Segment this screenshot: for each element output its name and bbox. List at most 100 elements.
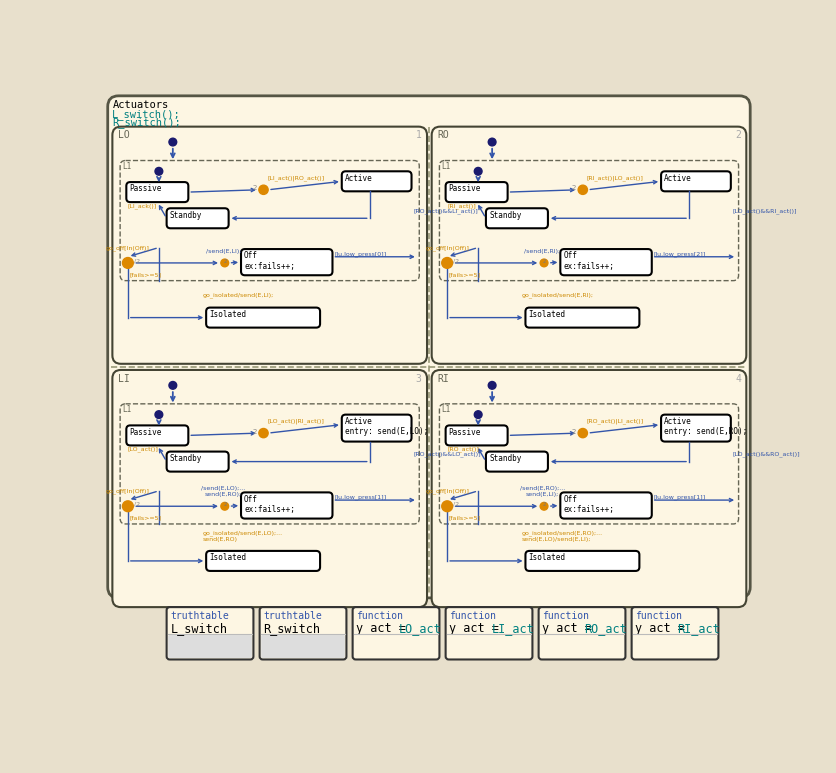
Text: [RO_act()]: [RO_act()] — [446, 446, 478, 452]
Text: [LO_act()&&RO_act()]: [LO_act()&&RO_act()] — [732, 451, 799, 458]
FancyBboxPatch shape — [525, 551, 639, 571]
Text: Standby: Standby — [170, 210, 201, 220]
FancyBboxPatch shape — [166, 208, 228, 228]
FancyBboxPatch shape — [538, 607, 624, 659]
Text: /send(E,LI);: /send(E,LI); — [206, 249, 241, 254]
Text: Off
ex:fails++;: Off ex:fails++; — [563, 251, 614, 271]
Text: go_isolated/send(E,RO);...
send(E,LO)/send(E,LI);: go_isolated/send(E,RO);... send(E,LO)/se… — [521, 530, 602, 542]
Text: Off
ex:fails++;: Off ex:fails++; — [244, 251, 294, 271]
FancyBboxPatch shape — [341, 172, 411, 192]
FancyBboxPatch shape — [261, 635, 344, 658]
FancyBboxPatch shape — [445, 182, 507, 202]
FancyBboxPatch shape — [241, 249, 332, 275]
Text: 4: 4 — [734, 374, 740, 384]
Text: 2: 2 — [571, 186, 576, 191]
Circle shape — [539, 502, 548, 510]
Circle shape — [122, 501, 133, 512]
Circle shape — [487, 382, 496, 390]
Text: 2: 2 — [252, 428, 257, 434]
Text: [fails>=5]: [fails>=5] — [130, 272, 161, 278]
FancyBboxPatch shape — [352, 607, 439, 659]
FancyBboxPatch shape — [660, 172, 730, 192]
Text: R_switch: R_switch — [263, 621, 320, 635]
Text: [LI_ack()]: [LI_ack()] — [128, 203, 157, 209]
Text: /send(E,LO);...
send(E,RO);: /send(E,LO);... send(E,RO); — [201, 486, 245, 497]
Circle shape — [221, 259, 228, 267]
Text: 2: 2 — [223, 259, 227, 264]
FancyBboxPatch shape — [431, 370, 746, 607]
Text: LO: LO — [118, 131, 130, 141]
Text: [fails>=5]: [fails>=5] — [448, 516, 480, 520]
FancyBboxPatch shape — [525, 308, 639, 328]
FancyBboxPatch shape — [166, 451, 228, 472]
Text: y_act =: y_act = — [542, 621, 599, 635]
Text: [fails>=5]: [fails>=5] — [448, 272, 480, 278]
FancyBboxPatch shape — [559, 249, 651, 275]
Text: L1: L1 — [441, 405, 451, 414]
Text: [LO_act()]: [LO_act()] — [128, 446, 159, 452]
Text: [RI_act()|LO_act()]: [RI_act()|LO_act()] — [586, 175, 643, 181]
Text: /2: /2 — [134, 502, 140, 506]
Text: go_isolated/send(E,RI);: go_isolated/send(E,RI); — [521, 293, 593, 298]
Text: RO_act: RO_act — [584, 621, 626, 635]
Text: function: function — [356, 611, 403, 621]
Circle shape — [221, 502, 228, 510]
FancyBboxPatch shape — [559, 492, 651, 519]
Text: 2: 2 — [571, 428, 576, 434]
Text: 2: 2 — [734, 131, 740, 141]
Circle shape — [155, 410, 162, 418]
Text: R_switch();: R_switch(); — [112, 117, 181, 128]
Circle shape — [578, 428, 587, 438]
FancyBboxPatch shape — [660, 414, 730, 441]
Text: Standby: Standby — [488, 210, 521, 220]
Text: function: function — [542, 611, 589, 621]
Text: Isolated: Isolated — [209, 553, 246, 562]
FancyBboxPatch shape — [631, 607, 717, 659]
Text: [lu.low_press[1]]: [lu.low_press[1]] — [653, 495, 705, 500]
Text: LI_act: LI_act — [491, 621, 533, 635]
FancyBboxPatch shape — [486, 451, 548, 472]
Text: /2: /2 — [134, 258, 140, 263]
Text: Passive: Passive — [448, 185, 481, 193]
FancyBboxPatch shape — [126, 182, 188, 202]
Text: go_off[In(Off)]: go_off[In(Off)] — [425, 489, 468, 494]
Text: Actuators: Actuators — [112, 100, 168, 111]
Text: L_switch: L_switch — [171, 621, 227, 635]
Circle shape — [258, 428, 268, 438]
Text: L_switch();: L_switch(); — [112, 109, 181, 120]
Circle shape — [474, 168, 482, 175]
Text: [RO_act()&&LO_act()]: [RO_act()&&LO_act()] — [413, 451, 480, 458]
Circle shape — [487, 138, 496, 146]
FancyBboxPatch shape — [168, 635, 252, 658]
Text: /send(E,RI);: /send(E,RI); — [524, 249, 560, 254]
Circle shape — [258, 186, 268, 194]
Text: [lu.low_press[2]]: [lu.low_press[2]] — [653, 251, 705, 257]
Text: 2: 2 — [252, 186, 257, 191]
Text: Off
ex:fails++;: Off ex:fails++; — [244, 495, 294, 514]
FancyBboxPatch shape — [112, 127, 426, 364]
Text: function: function — [449, 611, 496, 621]
Text: [lu.low_press[0]]: [lu.low_press[0]] — [334, 251, 385, 257]
FancyBboxPatch shape — [341, 414, 411, 441]
Text: [LO_act()&&RI_act()]: [LO_act()&&RI_act()] — [732, 208, 796, 214]
Text: Isolated: Isolated — [528, 553, 565, 562]
Text: Passive: Passive — [448, 427, 481, 437]
Text: go_isolated/send(E,LI);: go_isolated/send(E,LI); — [202, 293, 273, 298]
Text: 3: 3 — [415, 374, 421, 384]
Text: y_act =: y_act = — [356, 621, 413, 635]
Text: 2: 2 — [223, 502, 227, 507]
Circle shape — [578, 186, 587, 194]
FancyBboxPatch shape — [486, 208, 548, 228]
Text: RI_act: RI_act — [676, 621, 719, 635]
Circle shape — [155, 168, 162, 175]
Circle shape — [474, 410, 482, 418]
FancyBboxPatch shape — [206, 551, 319, 571]
Text: /2: /2 — [453, 502, 459, 506]
Text: function: function — [635, 611, 681, 621]
Circle shape — [122, 257, 133, 268]
Circle shape — [441, 257, 452, 268]
Text: go_isolated/send(E,LO);...
send(E,RO): go_isolated/send(E,LO);... send(E,RO) — [202, 530, 282, 542]
Circle shape — [539, 259, 548, 267]
Text: go_off[In(Off)]: go_off[In(Off)] — [425, 245, 468, 250]
FancyBboxPatch shape — [126, 425, 188, 445]
